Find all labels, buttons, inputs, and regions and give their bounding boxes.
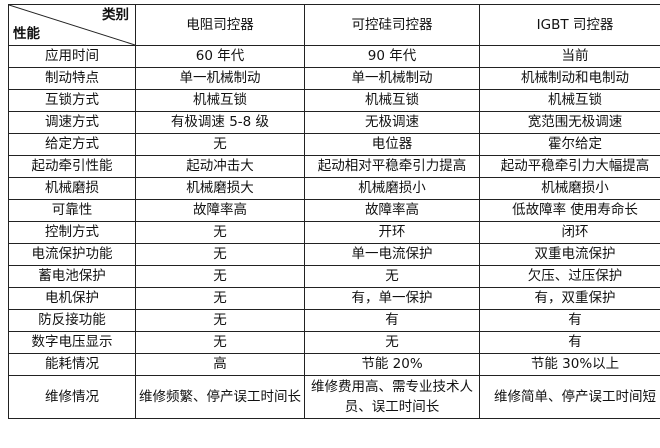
- row-label: 电流保护功能: [8, 243, 136, 266]
- row-label: 起动牵引性能: [8, 155, 136, 178]
- column-header: IGBT 司控器: [479, 4, 660, 46]
- table-cell: 故障率高: [304, 199, 480, 222]
- table-row: 蓄电池保护无无欠压、过压保护: [8, 265, 660, 288]
- table-row: 互锁方式 机械互锁 机械互锁 机械互锁: [8, 89, 660, 112]
- table-cell: 无: [135, 287, 305, 310]
- table-cell: 节能 30%以上: [479, 353, 660, 376]
- table-cell: 无: [135, 243, 305, 266]
- table-cell: 单一电流保护: [304, 243, 480, 266]
- table-cell: 无: [135, 309, 305, 332]
- table-cell: 机械磨损小: [479, 177, 660, 200]
- table-row: 机械磨损 机械磨损大 机械磨损小 机械磨损小: [8, 177, 660, 200]
- table-cell: 90 年代: [304, 45, 480, 68]
- table-cell: 无: [304, 265, 480, 288]
- row-label: 电机保护: [8, 287, 136, 310]
- row-label: 控制方式: [8, 221, 136, 244]
- table-cell: 机械磨损小: [304, 177, 480, 200]
- table-row: 电流保护功能无单一电流保护 双重电流保护: [8, 243, 660, 266]
- table-cell: 有极调速 5-8 级: [135, 111, 305, 134]
- table-cell: 开环: [304, 221, 480, 244]
- table-cell: 无: [135, 331, 305, 354]
- table-cell: 机械制动和电制动: [479, 67, 660, 90]
- row-label: 调速方式: [8, 111, 136, 134]
- row-label: 机械磨损: [8, 177, 136, 200]
- table-row: 给定方式无电位器 霍尔给定: [8, 133, 660, 156]
- table-cell: 故障率高: [135, 199, 305, 222]
- header-row: 类别 性能 电阻司控器 可控硅司控器 IGBT 司控器: [8, 4, 660, 46]
- column-header: 可控硅司控器: [304, 4, 480, 46]
- table-cell: 起动相对平稳牵引力提高: [304, 155, 480, 178]
- table-cell: 霍尔给定: [479, 133, 660, 156]
- table-cell: 维修费用高、需专业技术人员、误工时间长: [304, 375, 480, 419]
- table-cell: 机械互锁: [479, 89, 660, 112]
- table-row: 数字电压显示无无有: [8, 331, 660, 354]
- row-label: 互锁方式: [8, 89, 136, 112]
- corner-cell: 类别 性能: [8, 4, 136, 46]
- table-cell: 60 年代: [135, 45, 305, 68]
- table-cell: 无: [304, 331, 480, 354]
- table-cell: 机械磨损大: [135, 177, 305, 200]
- corner-category-label: 类别: [102, 7, 129, 23]
- table-cell: 低故障率 使用寿命长: [479, 199, 660, 222]
- table-row: 调速方式 有极调速 5-8 级无极调速 宽范围无极调速: [8, 111, 660, 134]
- table-row: 电机保护无有，单一保护 有，双重保护: [8, 287, 660, 310]
- table-cell: 有: [479, 331, 660, 354]
- table-cell: 起动平稳牵引力大幅提高: [479, 155, 660, 178]
- table-cell: 有，单一保护: [304, 287, 480, 310]
- table-cell: 有: [479, 309, 660, 332]
- table-row: 维修情况 维修频繁、停产误工时间长 维修费用高、需专业技术人员、误工时间长 维修简单、…: [8, 375, 660, 419]
- table-row: 起动牵引性能 起动冲击大 起动相对平稳牵引力提高 起动平稳牵引力大幅提高: [8, 155, 660, 178]
- row-label: 能耗情况: [8, 353, 136, 376]
- table-cell: 无极调速: [304, 111, 480, 134]
- corner-performance-label: 性能: [13, 26, 40, 42]
- column-header: 电阻司控器: [135, 4, 305, 46]
- row-label: 应用时间: [8, 45, 136, 68]
- table-cell: 无: [135, 221, 305, 244]
- table-cell: 高: [135, 353, 305, 376]
- table-cell: 宽范围无极调速: [479, 111, 660, 134]
- table-row: 可靠性 故障率高 故障率高 低故障率 使用寿命长: [8, 199, 660, 222]
- table-cell: 无: [135, 265, 305, 288]
- table-row: 防反接功能无有有: [8, 309, 660, 332]
- table-cell: 闭环: [479, 221, 660, 244]
- row-label: 蓄电池保护: [8, 265, 136, 288]
- table-cell: 有，双重保护: [479, 287, 660, 310]
- table-cell: 电位器: [304, 133, 480, 156]
- row-label: 防反接功能: [8, 309, 136, 332]
- table-cell: 节能 20%: [304, 353, 480, 376]
- row-label: 数字电压显示: [8, 331, 136, 354]
- diagonal-line: [9, 5, 135, 45]
- table-row: 制动特点 单一机械制动 单一机械制动 机械制动和电制动: [8, 67, 660, 90]
- table-row: 应用时间 60 年代 90 年代 当前: [8, 45, 660, 68]
- table-cell: 欠压、过压保护: [479, 265, 660, 288]
- table-cell: 单一机械制动: [304, 67, 480, 90]
- table-cell: 无: [135, 133, 305, 156]
- table-cell: 维修频繁、停产误工时间长: [135, 375, 305, 419]
- table-cell: 维修简单、停产误工时间短: [479, 375, 660, 419]
- row-label: 制动特点: [8, 67, 136, 90]
- table-cell: 有: [304, 309, 480, 332]
- table-cell: 当前: [479, 45, 660, 68]
- table-row: 能耗情况高节能 20% 节能 30%以上: [8, 353, 660, 376]
- table-cell: 机械互锁: [304, 89, 480, 112]
- table-row: 控制方式无开环 闭环: [8, 221, 660, 244]
- table-cell: 机械互锁: [135, 89, 305, 112]
- table-cell: 单一机械制动: [135, 67, 305, 90]
- table-cell: 起动冲击大: [135, 155, 305, 178]
- row-label: 维修情况: [8, 375, 136, 419]
- table-cell: 双重电流保护: [479, 243, 660, 266]
- row-label: 可靠性: [8, 199, 136, 222]
- comparison-table: 类别 性能 电阻司控器 可控硅司控器 IGBT 司控器 应用时间 60 年代 90 …: [8, 4, 660, 419]
- row-label: 给定方式: [8, 133, 136, 156]
